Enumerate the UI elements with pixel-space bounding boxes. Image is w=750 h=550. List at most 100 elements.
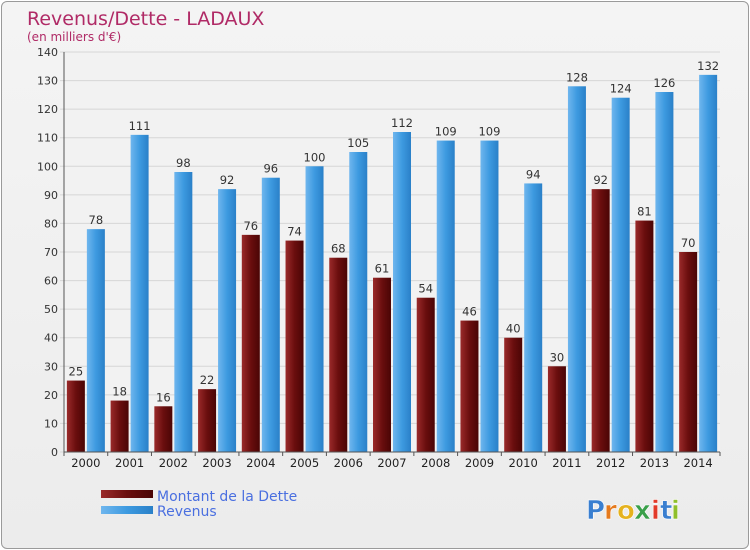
data-label-revenus: 132 [697, 59, 719, 73]
bar-revenus [699, 74, 718, 452]
data-label-debt: 74 [287, 225, 302, 239]
bar-revenus [349, 152, 368, 452]
y-tick-label: 130 [37, 75, 58, 88]
bar-debt [416, 297, 435, 452]
bar-revenus [174, 172, 193, 452]
x-tick-label: 2010 [509, 456, 538, 470]
data-label-revenus: 105 [347, 136, 369, 150]
bar-debt [241, 234, 260, 452]
data-label-revenus: 126 [653, 76, 675, 90]
x-tick-label: 2008 [421, 456, 450, 470]
bar-debt [154, 406, 173, 452]
logo-letter: P [586, 496, 605, 526]
logo-letter: i [671, 496, 680, 526]
data-label-revenus: 98 [176, 156, 191, 170]
legend-label-debt: Montant de la Dette [157, 489, 297, 505]
chart-subtitle: (en milliers d'€) [27, 30, 121, 44]
data-label-debt: 18 [112, 385, 127, 399]
bar-revenus [480, 140, 499, 453]
data-label-revenus: 96 [263, 162, 278, 176]
data-label-revenus: 112 [391, 116, 413, 130]
legend-swatch-debt [101, 490, 153, 498]
bar-debt [679, 252, 698, 452]
data-label-revenus: 128 [566, 70, 588, 84]
y-tick-label: 40 [44, 332, 58, 345]
y-tick-label: 60 [44, 275, 58, 288]
bar-debt [110, 400, 129, 452]
data-label-debt: 81 [637, 205, 652, 219]
x-axis: 2000 2001 2002 2003 2004 2005 2006 2007 2008 2009… [63, 451, 721, 470]
x-tick-label: 2002 [159, 456, 188, 470]
logo-letter: x [634, 496, 651, 526]
data-label-debt: 54 [418, 282, 433, 296]
legend-label-revenus: Revenus [157, 504, 217, 520]
bar-revenus [567, 86, 586, 453]
bar-revenus [524, 183, 543, 452]
y-tick-label: 30 [44, 360, 58, 373]
bar-revenus [130, 134, 149, 452]
bar-debt [460, 320, 479, 452]
x-tick-label: 2014 [683, 456, 712, 470]
data-label-revenus: 124 [610, 82, 632, 96]
logo-letter: r [604, 496, 617, 526]
bar-debt [504, 337, 523, 452]
data-label-debt: 76 [243, 219, 258, 233]
x-tick-label: 2011 [552, 456, 581, 470]
y-tick-label: 90 [44, 189, 58, 202]
x-tick-label: 2007 [377, 456, 406, 470]
data-label-debt: 22 [200, 373, 215, 387]
data-label-revenus: 111 [129, 119, 151, 133]
bar-revenus [261, 177, 280, 452]
y-tick-label: 10 [44, 417, 58, 430]
proxiti-logo: Pr o x i ti [586, 496, 681, 527]
data-label-debt: 68 [331, 242, 346, 256]
x-tick-label: 2013 [640, 456, 669, 470]
chart-title: Revenus/Dette - LADAUX [27, 8, 264, 30]
logo-letter: t [660, 496, 672, 526]
logo-letter: i [651, 496, 660, 526]
data-label-revenus: 94 [526, 167, 541, 181]
bar-debt [329, 257, 348, 452]
y-tick-label: 0 [51, 446, 58, 459]
x-tick-label: 2009 [465, 456, 494, 470]
data-label-revenus: 92 [220, 173, 235, 187]
x-tick-label: 2001 [115, 456, 144, 470]
y-tick-label: 110 [37, 132, 58, 145]
data-label-revenus: 78 [89, 213, 104, 227]
bar-debt [198, 389, 217, 452]
x-tick-label: 2006 [334, 456, 363, 470]
bar-revenus [611, 97, 630, 452]
legend: Montant de la Dette Revenus [101, 489, 297, 520]
data-label-revenus: 109 [478, 125, 500, 139]
y-tick-label: 140 [37, 46, 58, 59]
y-axis: 0 10 20 30 40 50 60 70 80 90 100 110 120 130 140 [37, 46, 65, 459]
logo-letter: o [617, 496, 635, 526]
y-tick-label: 70 [44, 246, 58, 259]
y-tick-label: 80 [44, 217, 58, 230]
data-label-debt: 16 [156, 390, 171, 404]
y-tick-label: 100 [37, 160, 58, 173]
data-label-debt: 70 [681, 236, 696, 250]
bar-debt [591, 189, 610, 452]
bar-revenus [86, 229, 105, 452]
x-tick-label: 2005 [290, 456, 319, 470]
data-label-debt: 61 [375, 262, 390, 276]
y-tick-label: 50 [44, 303, 58, 316]
x-tick-label: 2003 [202, 456, 231, 470]
bar-revenus [393, 132, 411, 452]
grid-lines [60, 51, 720, 453]
x-tick-label: 2004 [246, 456, 275, 470]
bar-revenus [655, 92, 674, 452]
legend-swatch-revenus [101, 506, 153, 514]
data-label-debt: 25 [69, 365, 84, 379]
bar-debt [373, 277, 391, 452]
bar-revenus [218, 189, 237, 452]
y-tick-label: 20 [44, 389, 58, 402]
bar-debt [285, 240, 304, 452]
bar-debt [635, 220, 654, 452]
bar-revenus [305, 166, 324, 453]
bar-debt [547, 366, 566, 452]
bar-debt [66, 380, 85, 452]
bar-revenus [436, 140, 455, 453]
